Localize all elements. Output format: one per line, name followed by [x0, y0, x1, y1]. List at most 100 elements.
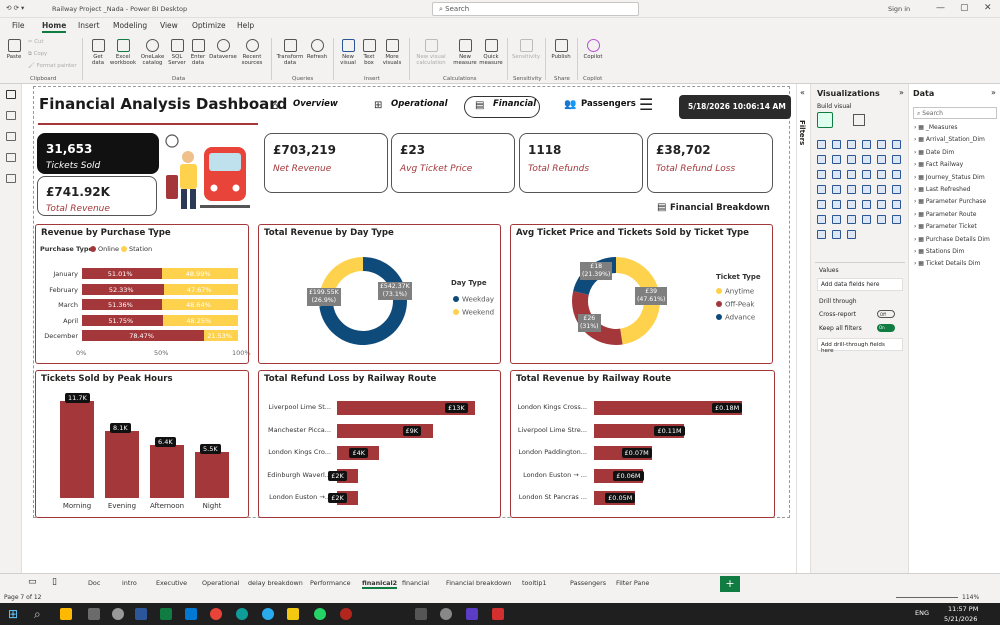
collapse-left-icon[interactable]: « [800, 88, 805, 97]
python-visual-icon[interactable] [862, 200, 871, 209]
stacked-column-chart-icon[interactable] [832, 140, 841, 149]
power-apps-icon[interactable] [862, 215, 871, 224]
clock-time[interactable]: 11:57 PM [948, 605, 979, 613]
table-view-icon[interactable] [6, 111, 16, 120]
line-column-chart-icon[interactable] [862, 155, 871, 164]
signin-link[interactable]: Sign in [888, 5, 911, 13]
app-icon[interactable] [492, 608, 504, 620]
telegram-icon[interactable] [262, 608, 274, 620]
r-visual-icon[interactable] [847, 200, 856, 209]
minimize-icon[interactable]: — [936, 3, 945, 13]
mobile-layout-icon[interactable]: ▯ [52, 577, 57, 587]
data-field-purchase-details-dim[interactable]: › ▦ Purchase Details Dim [914, 235, 990, 243]
format-visual-tab-icon[interactable] [853, 114, 865, 126]
data-field-stations-dim[interactable]: › ▦ Stations Dim [914, 248, 965, 255]
legend-station[interactable]: Station [129, 245, 153, 253]
treemap-icon[interactable] [877, 170, 886, 179]
whatsapp-icon[interactable] [314, 608, 326, 620]
drill-drop-zone[interactable]: Add drill-through fields here [817, 338, 903, 354]
menu-optimize[interactable]: Optimize [192, 21, 226, 30]
page-tab[interactable]: intro [122, 579, 137, 587]
slicer-icon[interactable] [892, 185, 901, 194]
search-input[interactable]: ⌕ Search [432, 2, 639, 16]
language-indicator[interactable]: ENG [915, 609, 930, 617]
quick-measure-button[interactable]: Quick measure [479, 39, 503, 66]
clustered-bar-chart-icon[interactable] [847, 140, 856, 149]
ribbon-chart-icon[interactable] [877, 155, 886, 164]
area-chart-icon[interactable] [832, 155, 841, 164]
sql-button[interactable]: SQL Server [167, 39, 187, 66]
keep-filters-toggle[interactable]: On [877, 324, 895, 332]
100-column-chart-icon[interactable] [892, 140, 901, 149]
dax-view-icon[interactable] [6, 153, 16, 162]
expand-icon[interactable]: » [991, 88, 996, 97]
new-visual-button[interactable]: New visual [337, 39, 359, 66]
page-tab[interactable]: Filter Pane [616, 579, 650, 587]
copilot-button[interactable]: Copilot [581, 39, 605, 60]
donut-chart-icon[interactable] [862, 170, 871, 179]
filters-pane-collapsed[interactable]: « Filters [796, 84, 810, 593]
page-tab[interactable]: Financial breakdown [446, 579, 512, 587]
azure-map-icon[interactable] [832, 185, 841, 194]
page-tab[interactable]: financial [402, 579, 430, 587]
filter-sliders-icon[interactable]: ☰ [639, 95, 654, 114]
custom-visual-icon[interactable] [832, 230, 841, 239]
legend-online[interactable]: Online [98, 245, 119, 253]
onelake-button[interactable]: OneLake catalog [139, 39, 166, 66]
menu-modeling[interactable]: Modeling [113, 21, 148, 30]
menu-home[interactable]: Home [42, 21, 67, 33]
decomposition-tree-icon[interactable] [892, 200, 901, 209]
new-measure-button[interactable]: New measure [452, 39, 478, 66]
data-field-journey-status-dim[interactable]: › ▦ Journey_Status Dim [914, 173, 985, 181]
app-icon[interactable] [440, 608, 452, 620]
close-icon[interactable]: ✕ [984, 3, 992, 13]
clock-date[interactable]: 5/21/2026 [944, 615, 978, 623]
paste-button[interactable]: Paste [4, 39, 24, 60]
kpi-icon[interactable] [877, 185, 886, 194]
text-box-button[interactable]: Text box [359, 39, 379, 66]
more-visuals-icon[interactable] [892, 215, 901, 224]
financial-breakdown-button[interactable]: Financial Breakdown [670, 203, 770, 213]
excel-icon[interactable] [160, 608, 172, 620]
page-tab[interactable]: delay breakdown [248, 579, 303, 587]
recent-sources-button[interactable]: Recent sources [238, 39, 266, 66]
map-icon[interactable] [892, 170, 901, 179]
qa-icon[interactable] [817, 215, 826, 224]
clustered-column-chart-icon[interactable] [862, 140, 871, 149]
custom-visual-icon[interactable] [847, 230, 856, 239]
menu-file[interactable]: File [12, 21, 25, 30]
model-view-icon[interactable] [6, 132, 16, 141]
100-bar-chart-icon[interactable] [877, 140, 886, 149]
zoom-slider[interactable] [896, 597, 958, 598]
edge-icon[interactable] [236, 608, 248, 620]
key-influencers-icon[interactable] [877, 200, 886, 209]
app-icon[interactable] [466, 608, 478, 620]
nav-financial[interactable]: Financial [493, 99, 537, 109]
data-field-parameter-purchase[interactable]: › ▦ Parameter Purchase [914, 198, 987, 206]
tmdl-view-icon[interactable] [6, 174, 16, 183]
add-page-button[interactable]: + [720, 576, 740, 592]
more-visuals-button[interactable]: More visuals [380, 39, 404, 66]
filled-map-icon[interactable] [817, 185, 826, 194]
data-field-date-dim[interactable]: › ▦ Date Dim [914, 148, 955, 156]
scatter-chart-icon[interactable] [832, 170, 841, 179]
cross-report-toggle[interactable]: Off [877, 310, 895, 318]
card-icon[interactable] [862, 185, 871, 194]
refresh-button[interactable]: Refresh [305, 39, 329, 60]
page-tab[interactable]: finanical2 [362, 579, 398, 589]
page-tab[interactable]: Performance [310, 579, 351, 587]
table-icon[interactable] [817, 200, 826, 209]
menu-help[interactable]: Help [237, 21, 255, 30]
nav-passengers[interactable]: Passengers [581, 99, 636, 109]
waterfall-chart-icon[interactable] [892, 155, 901, 164]
matrix-icon[interactable] [832, 200, 841, 209]
taskbar-search-icon[interactable]: ⌕ [34, 607, 41, 621]
sensitivity-button[interactable]: Sensitivity [511, 39, 541, 60]
line-chart-icon[interactable] [817, 155, 826, 164]
data-field-fact-railway[interactable]: › ▦ Fact Railway [914, 161, 964, 169]
data-field-arrival-station-dim[interactable]: › ▦ Arrival_Station_Dim [914, 136, 985, 144]
get-data-button[interactable]: Get data [88, 39, 108, 66]
settings-icon[interactable] [88, 608, 100, 620]
nav-operational[interactable]: Operational [391, 99, 448, 109]
excel-button[interactable]: Excel workbook [109, 39, 137, 66]
